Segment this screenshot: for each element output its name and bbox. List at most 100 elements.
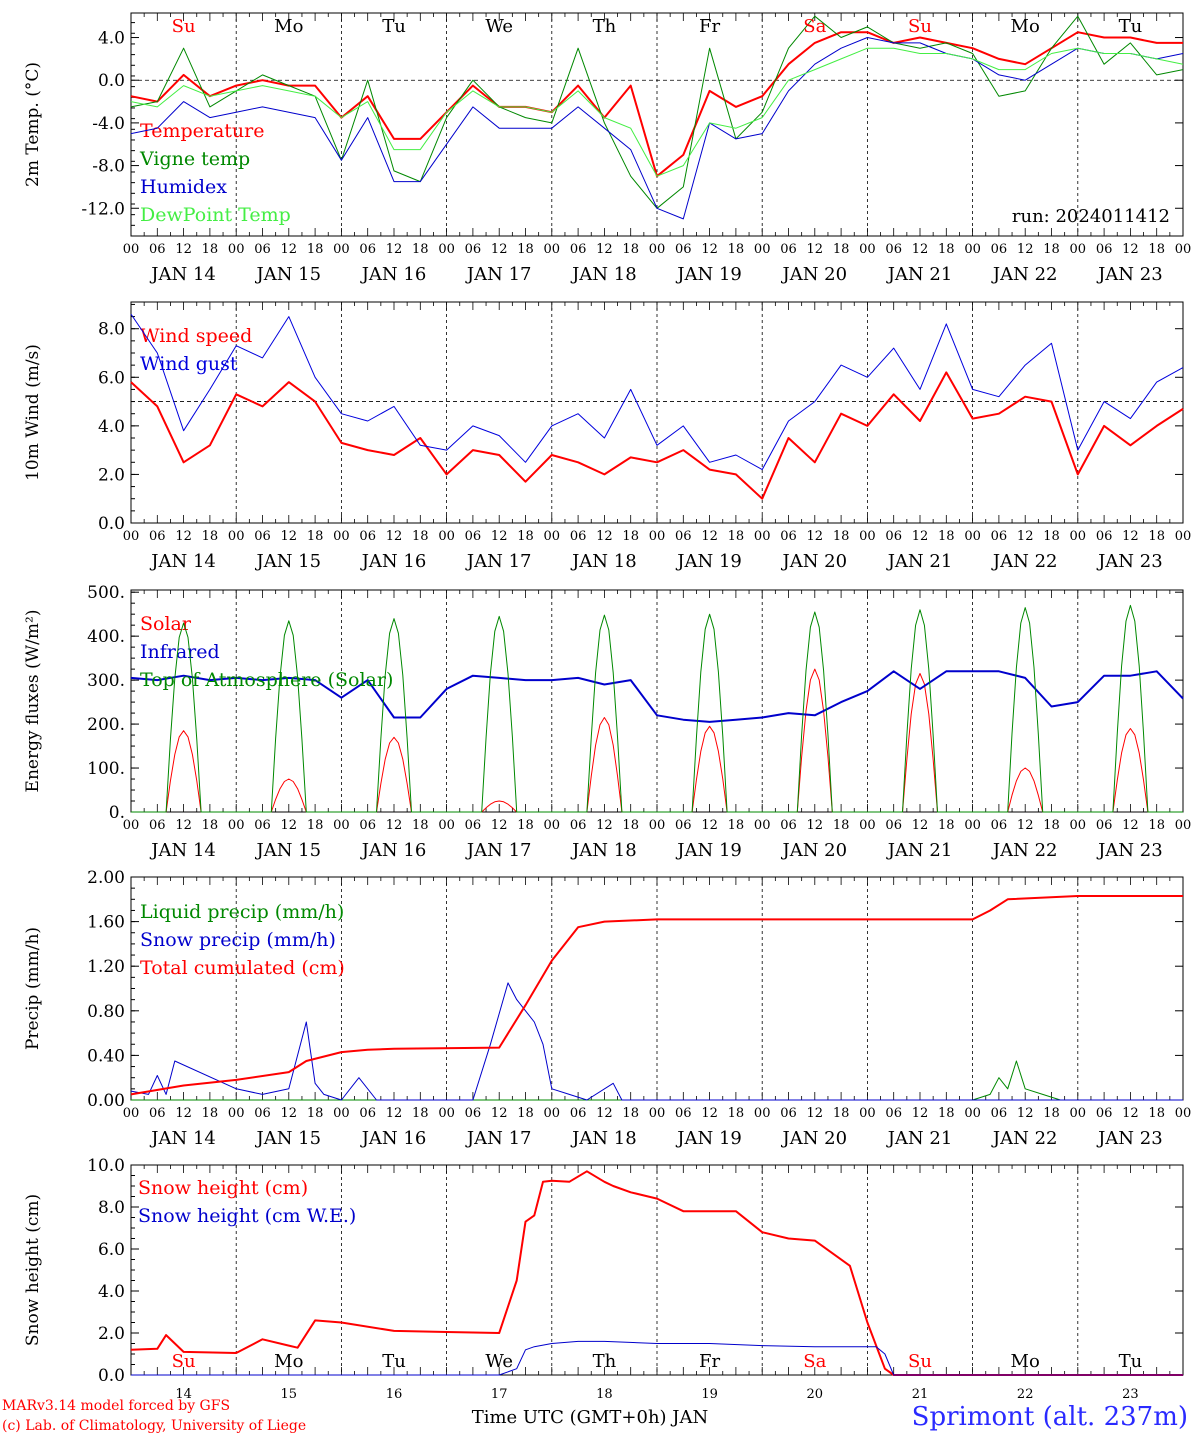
hour-tick-label: 18 — [517, 818, 534, 833]
hour-tick-label: 00 — [754, 529, 771, 544]
series-line-dewpoint-temp — [130, 47, 1184, 177]
day-number: 23 — [1122, 1387, 1139, 1402]
day-letter: Fr — [699, 1351, 720, 1372]
hour-tick-label: 06 — [149, 529, 166, 544]
y-tick-label: 10.0 — [87, 1156, 125, 1176]
hour-tick-label: 12 — [596, 1106, 613, 1121]
hour-tick-label: 18 — [833, 242, 850, 257]
y-tick-label: 6.0 — [98, 368, 125, 388]
series-line-total-cumulated-cm — [130, 895, 1183, 1096]
y-tick-label: 0.80 — [87, 1002, 125, 1022]
day-letter: Sa — [803, 1351, 826, 1372]
y-tick-label: 0.0 — [98, 71, 125, 91]
hour-tick-label: 06 — [780, 529, 797, 544]
hour-tick-label: 12 — [491, 1106, 508, 1121]
series-line-wind-gust — [130, 313, 1184, 471]
hour-tick-label: 12 — [491, 529, 508, 544]
hour-tick-label: 06 — [570, 529, 587, 544]
series-line-liquid-precip-mm-h — [131, 1060, 1183, 1101]
day-number: 18 — [596, 1387, 613, 1402]
date-label: JAN 21 — [886, 1128, 953, 1149]
hour-tick-label: 00 — [333, 242, 350, 257]
hour-tick-label: 06 — [885, 818, 902, 833]
hour-tick-label: 18 — [412, 529, 429, 544]
date-label: JAN 16 — [360, 264, 427, 285]
y-tick-label: 100. — [87, 759, 125, 779]
hour-tick-label: 00 — [649, 818, 666, 833]
y-tick-label: 500. — [87, 583, 125, 603]
hour-tick-label: 12 — [386, 818, 403, 833]
hour-tick-label: 00 — [438, 1106, 455, 1121]
hour-tick-label: 12 — [281, 242, 298, 257]
day-letter: Tu — [1119, 16, 1143, 37]
hour-tick-label: 18 — [1148, 242, 1165, 257]
date-label: JAN 14 — [149, 551, 216, 572]
y-tick-label: 4.0 — [98, 29, 125, 49]
hour-tick-label: 18 — [1148, 529, 1165, 544]
y-tick-label: 0.0 — [98, 1366, 125, 1386]
panel-3: 500. 400. 300. 200. 100. 0. Energy fluxes (W/m… — [23, 583, 1191, 861]
hour-tick-label: 18 — [728, 1106, 745, 1121]
hour-tick-label: 12 — [175, 242, 192, 257]
hour-tick-label: 18 — [833, 818, 850, 833]
date-label: JAN 18 — [570, 1128, 637, 1149]
y-tick-label: 200. — [87, 715, 125, 735]
hour-tick-label: 18 — [728, 529, 745, 544]
y-tick-label: -4.0 — [92, 114, 125, 134]
hour-tick-label: 18 — [938, 242, 955, 257]
hour-tick-label: 00 — [1175, 1106, 1192, 1121]
y-axis-title: Precip (mm/h) — [23, 927, 43, 1050]
date-label: JAN 20 — [781, 840, 848, 861]
hour-tick-label: 06 — [465, 529, 482, 544]
day-letter: We — [485, 1351, 513, 1372]
hour-tick-label: 06 — [885, 1106, 902, 1121]
day-number: 14 — [175, 1387, 192, 1402]
hour-tick-label: 00 — [859, 818, 876, 833]
legend-entry: Snow height (cm W.E.) — [138, 1205, 356, 1227]
date-label: JAN 18 — [570, 551, 637, 572]
hour-tick-label: 12 — [1017, 529, 1034, 544]
hour-tick-label: 18 — [307, 242, 324, 257]
hour-tick-label: 18 — [307, 818, 324, 833]
hour-tick-label: 12 — [701, 1106, 718, 1121]
day-letter: We — [485, 16, 513, 37]
panel-2: 8.0 6.0 4.0 2.0 0.0 10m Wind (m/s) Wind speed W… — [23, 301, 1191, 572]
day-number: 19 — [701, 1387, 718, 1402]
day-letter: Su — [908, 1351, 932, 1372]
legend-entry: Vigne temp — [139, 148, 250, 170]
hour-tick-label: 06 — [359, 242, 376, 257]
hour-tick-label: 06 — [149, 1106, 166, 1121]
date-label: JAN 17 — [465, 840, 532, 861]
hour-tick-label: 00 — [438, 818, 455, 833]
hour-tick-label: 12 — [701, 529, 718, 544]
hour-tick-label: 12 — [807, 1106, 824, 1121]
y-tick-label: 2.0 — [98, 465, 125, 485]
date-label: JAN 17 — [465, 264, 532, 285]
hour-tick-label: 06 — [1096, 529, 1113, 544]
hour-tick-label: 06 — [780, 1106, 797, 1121]
hour-tick-label: 18 — [517, 1106, 534, 1121]
hour-tick-label: 12 — [1017, 1106, 1034, 1121]
hour-tick-label: 00 — [1070, 1106, 1087, 1121]
hour-tick-label: 06 — [254, 242, 271, 257]
series-line-snow-height-cm — [130, 1170, 1183, 1376]
hour-tick-label: 12 — [175, 529, 192, 544]
hour-tick-label: 12 — [386, 529, 403, 544]
date-label: JAN 22 — [991, 1128, 1058, 1149]
series-line-snow-height-cm-w-e — [131, 1340, 1183, 1376]
plot-frame — [130, 12, 1184, 237]
y-tick-label: 8.0 — [98, 320, 125, 340]
hour-tick-label: 00 — [438, 529, 455, 544]
day-number: 20 — [807, 1387, 824, 1402]
hour-tick-label: 12 — [912, 242, 929, 257]
series-line-humidex — [130, 37, 1184, 220]
hour-tick-label: 12 — [281, 1106, 298, 1121]
hour-tick-label: 06 — [675, 1106, 692, 1121]
hour-tick-label: 12 — [596, 529, 613, 544]
day-letter: Mo — [274, 16, 303, 37]
date-label: JAN 14 — [149, 1128, 216, 1149]
hour-tick-label: 00 — [1070, 529, 1087, 544]
legend-entry: DewPoint Temp — [140, 204, 291, 226]
hour-tick-label: 18 — [1148, 818, 1165, 833]
day-letter: Su — [172, 1351, 196, 1372]
